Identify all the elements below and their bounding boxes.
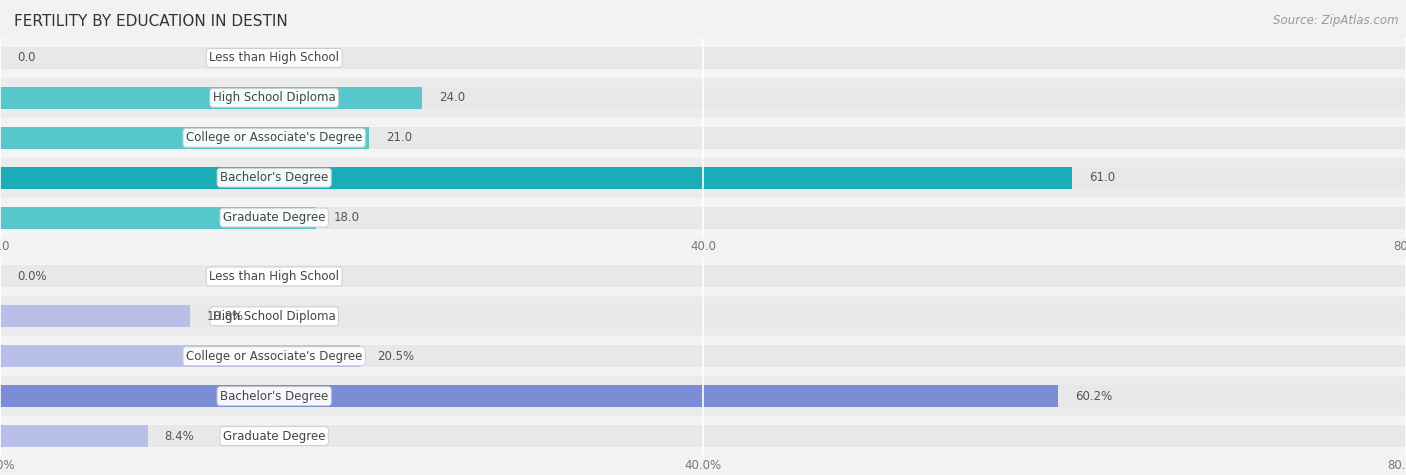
Bar [0, 167, 1073, 189]
Bar [0, 425, 1406, 447]
Text: 61.0: 61.0 [1088, 171, 1115, 184]
Bar [0, 336, 1406, 376]
Text: College or Associate's Degree: College or Associate's Degree [186, 350, 363, 363]
Bar [0, 305, 190, 327]
Bar [0, 385, 1059, 407]
Text: FERTILITY BY EDUCATION IN DESTIN: FERTILITY BY EDUCATION IN DESTIN [14, 14, 288, 29]
Text: 21.0: 21.0 [385, 131, 412, 144]
Bar [0, 345, 360, 367]
Text: 8.4%: 8.4% [165, 429, 194, 443]
Text: Less than High School: Less than High School [209, 270, 339, 283]
Text: 0.0: 0.0 [17, 51, 35, 65]
Text: Graduate Degree: Graduate Degree [224, 211, 325, 224]
Bar [0, 87, 422, 109]
Bar [0, 256, 1406, 296]
Bar [0, 296, 1406, 336]
Bar [0, 385, 1406, 407]
Bar [0, 425, 148, 447]
Bar [0, 87, 1406, 109]
Text: 10.8%: 10.8% [207, 310, 243, 323]
Bar [0, 198, 1406, 238]
Bar [0, 47, 1406, 69]
Bar [0, 416, 1406, 456]
Bar [0, 266, 1406, 287]
Bar [0, 376, 1406, 416]
Text: 24.0: 24.0 [439, 91, 465, 104]
Text: Bachelor's Degree: Bachelor's Degree [221, 390, 328, 403]
Text: Graduate Degree: Graduate Degree [224, 429, 325, 443]
Bar [0, 158, 1406, 198]
Bar [0, 127, 368, 149]
Text: 60.2%: 60.2% [1074, 390, 1112, 403]
Text: Bachelor's Degree: Bachelor's Degree [221, 171, 328, 184]
Text: Source: ZipAtlas.com: Source: ZipAtlas.com [1274, 14, 1399, 27]
Text: College or Associate's Degree: College or Associate's Degree [186, 131, 363, 144]
Text: 0.0%: 0.0% [17, 270, 46, 283]
Text: 18.0: 18.0 [333, 211, 359, 224]
Bar [0, 305, 1406, 327]
Bar [0, 207, 1406, 228]
Bar [0, 207, 316, 228]
Text: High School Diploma: High School Diploma [212, 91, 336, 104]
Bar [0, 345, 1406, 367]
Bar [0, 38, 1406, 78]
Text: 20.5%: 20.5% [377, 350, 415, 363]
Text: High School Diploma: High School Diploma [212, 310, 336, 323]
Bar [0, 167, 1406, 189]
Bar [0, 127, 1406, 149]
Bar [0, 118, 1406, 158]
Bar [0, 78, 1406, 118]
Text: Less than High School: Less than High School [209, 51, 339, 65]
